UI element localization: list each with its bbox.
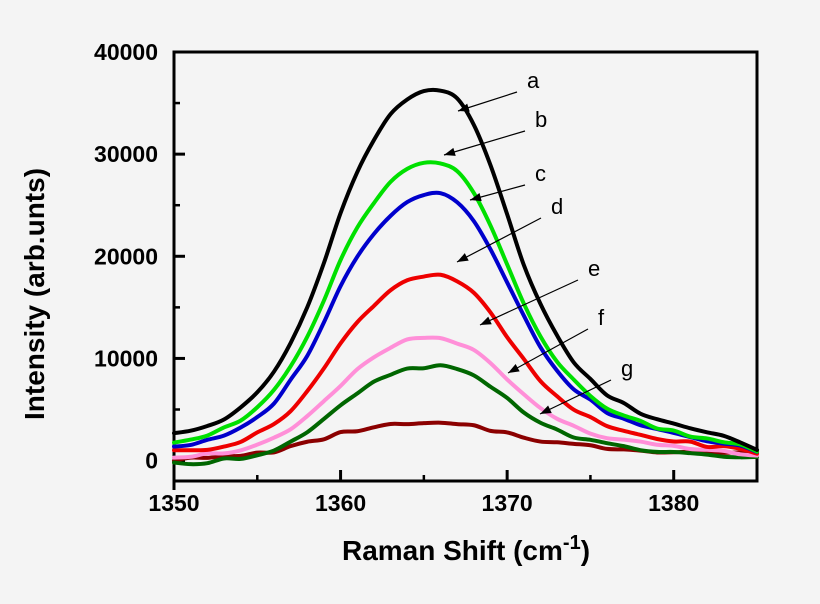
series-line-e: [172, 335, 759, 460]
plot-frame: [172, 50, 759, 483]
leader-line-f: [507, 328, 589, 374]
series-annotation-f: f: [507, 305, 605, 374]
y-tick-label: 0: [145, 448, 158, 474]
series-label-a: a: [527, 68, 540, 93]
series-annotation-b: b: [443, 107, 547, 156]
plot-frame-box: [172, 50, 759, 483]
leader-line-e: [479, 279, 579, 326]
x-tick-label: 1380: [648, 490, 699, 516]
leader-arrowhead-c: [470, 193, 482, 202]
series-line-d: [172, 272, 759, 456]
series-label-b: b: [535, 107, 547, 132]
y-axis-title: Intensity (arb.unts): [19, 168, 50, 420]
series-annotations-group: ab cd ef g: [443, 68, 633, 415]
x-tick-label: 1370: [482, 490, 533, 516]
y-axis-tick-labels: 0 10000 20000 30000 40000: [94, 39, 158, 474]
x-axis-tick-labels: 1350 1360 1370 1380: [148, 490, 699, 516]
leader-arrowhead-g: [540, 405, 552, 414]
series-label-f: f: [598, 305, 605, 330]
series-label-g: g: [621, 356, 633, 381]
leader-arrowhead-d: [457, 253, 469, 262]
x-axis-title-base: Raman Shift (cm: [342, 535, 563, 566]
series-line-b: [172, 160, 759, 454]
x-tick-label: 1360: [315, 490, 366, 516]
x-axis-title: Raman Shift (cm-1): [342, 532, 590, 566]
y-tick-label: 30000: [94, 141, 158, 167]
leader-line-b: [443, 130, 526, 156]
x-axis-title-superscript: -1: [563, 532, 581, 554]
y-tick-label: 20000: [94, 243, 158, 269]
series-label-c: c: [535, 161, 546, 186]
series-label-e: e: [588, 256, 600, 281]
series-annotation-d: d: [456, 194, 563, 263]
leader-line-d: [456, 217, 542, 263]
series-line-f: [172, 363, 759, 467]
leader-arrowhead-f: [508, 364, 520, 373]
y-tick-label: 10000: [94, 345, 158, 371]
leader-arrowhead-a: [458, 103, 470, 112]
series-label-d: d: [551, 194, 563, 219]
y-tick-label: 40000: [94, 39, 158, 65]
series-annotation-e: e: [479, 256, 600, 326]
leader-arrowhead-e: [480, 316, 492, 325]
x-tick-label: 1350: [148, 490, 199, 516]
leader-line-g: [539, 379, 612, 415]
series-annotation-a: a: [457, 68, 540, 112]
leader-arrowhead-b: [444, 147, 456, 156]
series-annotation-c: c: [469, 161, 546, 202]
series-annotation-g: g: [539, 356, 633, 415]
x-axis-title-tail: ): [581, 535, 590, 566]
